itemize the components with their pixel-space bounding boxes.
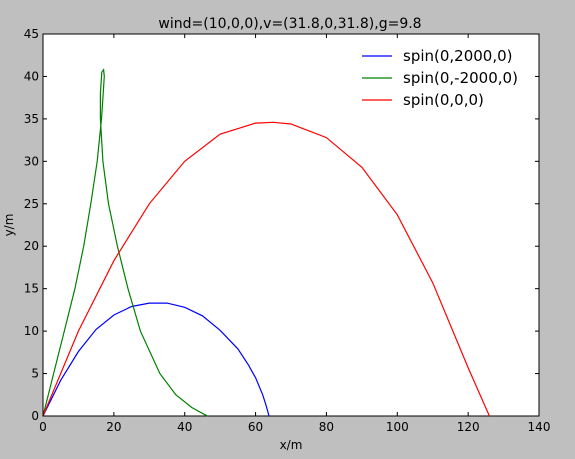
legend-label-3: spin(0,0,0)	[403, 91, 484, 109]
y-tick-label: 15	[24, 282, 39, 296]
y-tick-label: 40	[24, 69, 39, 83]
y-tick-label: 5	[31, 367, 39, 381]
y-tick-label: 0	[31, 409, 39, 423]
y-tick-label: 20	[24, 239, 39, 253]
plot-area	[42, 33, 540, 417]
y-tick-label: 25	[24, 197, 39, 211]
series-layer	[42, 68, 490, 417]
legend-label-2: spin(0,-2000,0)	[403, 69, 518, 87]
y-tick-label: 10	[24, 324, 39, 338]
x-tick-label: 20	[106, 420, 121, 434]
series-line-1	[42, 302, 270, 417]
x-axis: 0 20 40 60 80 100 120 140	[39, 34, 550, 434]
x-tick-label: 140	[528, 420, 551, 434]
y-tick-label: 35	[24, 112, 39, 126]
legend: spin(0,2000,0) spin(0,-2000,0) spin(0,0,0)	[362, 47, 518, 109]
y-axis-label: y/m	[2, 214, 16, 237]
y-axis: 0 5 10 15 20 25 30 35 40 45	[24, 27, 539, 423]
x-tick-label: 120	[457, 420, 480, 434]
y-tick-label: 30	[24, 154, 39, 168]
x-tick-label: 80	[319, 420, 334, 434]
chart-title: wind=(10,0,0),v=(31.8,0,31.8),g=9.8	[158, 16, 421, 32]
x-tick-label: 60	[248, 420, 263, 434]
x-axis-label: x/m	[280, 438, 303, 452]
x-tick-label: 0	[39, 420, 47, 434]
x-tick-label: 100	[386, 420, 409, 434]
legend-label-1: spin(0,2000,0)	[403, 47, 513, 65]
x-tick-label: 40	[177, 420, 192, 434]
series-line-2	[42, 68, 208, 417]
series-line-3	[42, 121, 490, 417]
y-tick-label: 45	[24, 27, 39, 41]
